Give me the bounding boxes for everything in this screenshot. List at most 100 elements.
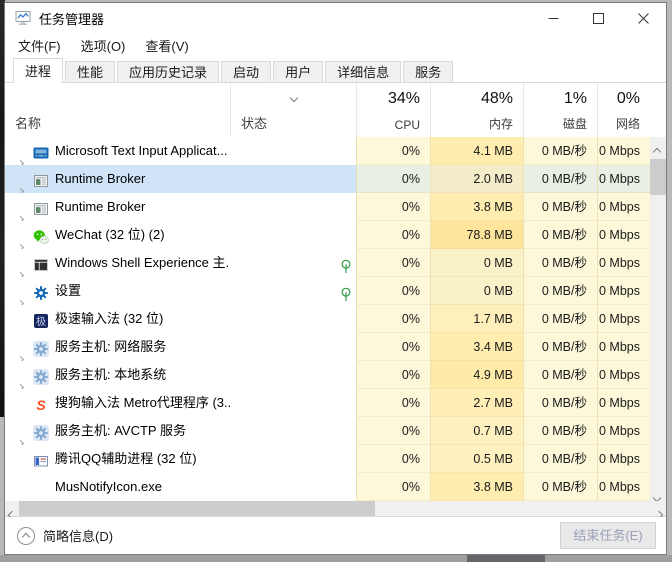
- process-status-cell: [230, 305, 356, 333]
- memory-value-cell: 0.5 MB: [430, 445, 523, 473]
- process-row[interactable]: 服务主机: AVCTP 服务 0% 0.7 MB 0 MB/秒 0 Mbps: [5, 417, 650, 445]
- process-status-cell: [230, 389, 356, 417]
- process-status-cell: [230, 165, 356, 193]
- service-host-icon: [33, 423, 49, 441]
- process-name-cell[interactable]: S 搜狗输入法 Metro代理程序 (3...: [5, 389, 230, 417]
- tab-details[interactable]: 详细信息: [325, 61, 402, 82]
- process-name-cell[interactable]: Windows Shell Experience 主...: [5, 249, 230, 277]
- process-name-cell[interactable]: Runtime Broker: [5, 193, 230, 221]
- end-task-button[interactable]: 结束任务(E): [560, 522, 656, 549]
- process-row[interactable]: WeChat (32 位) (2) 0% 78.8 MB 0 MB/秒 0 Mbps: [5, 221, 650, 249]
- process-status-cell: [230, 277, 356, 305]
- process-name: 腾讯QQ辅助进程 (32 位): [55, 451, 197, 466]
- process-status-cell: [230, 361, 356, 389]
- process-row[interactable]: 服务主机: 本地系统 0% 4.9 MB 0 MB/秒 0 Mbps: [5, 361, 650, 389]
- process-row[interactable]: 腾讯QQ辅助进程 (32 位) 0% 0.5 MB 0 MB/秒 0 Mbps: [5, 445, 650, 473]
- expand-chevron-icon[interactable]: [16, 288, 25, 305]
- disk-value-cell: 0 MB/秒: [523, 249, 597, 277]
- process-row[interactable]: Runtime Broker 0% 3.8 MB 0 MB/秒 0 Mbps: [5, 193, 650, 221]
- runtime-broker-icon: [33, 199, 49, 215]
- scroll-up-icon[interactable]: [652, 142, 662, 157]
- disk-value-cell: 0 MB/秒: [523, 473, 597, 501]
- expand-chevron-icon[interactable]: [16, 260, 25, 277]
- task-manager-app-icon: [15, 11, 31, 25]
- tab-services[interactable]: 服务: [403, 61, 454, 82]
- close-button[interactable]: [621, 3, 666, 33]
- tab-startup[interactable]: 启动: [221, 61, 272, 82]
- process-name-cell[interactable]: MusNotifyIcon.exe: [5, 473, 230, 501]
- process-row[interactable]: MusNotifyIcon.exe 0% 3.8 MB 0 MB/秒 0 Mbps: [5, 473, 650, 501]
- column-header-network[interactable]: 0% 网络: [597, 83, 650, 137]
- expand-chevron-icon[interactable]: [16, 232, 25, 249]
- chevron-up-circle-icon: [17, 526, 35, 545]
- tab-processes[interactable]: 进程: [13, 58, 64, 83]
- disk-value-cell: 0 MB/秒: [523, 165, 597, 193]
- horizontal-scrollbar-thumb[interactable]: [19, 501, 375, 516]
- process-status-cell: [230, 249, 356, 277]
- expand-chevron-icon[interactable]: [16, 204, 25, 221]
- shell-experience-icon: [33, 255, 49, 271]
- tab-app-history[interactable]: 应用历史记录: [117, 61, 220, 82]
- vertical-scrollbar-thumb[interactable]: [650, 159, 666, 195]
- tab-users[interactable]: 用户: [273, 61, 324, 82]
- cpu-value-cell: 0%: [356, 389, 430, 417]
- scroll-down-icon[interactable]: [652, 488, 662, 503]
- column-header-cpu[interactable]: 34% CPU: [356, 83, 430, 137]
- cpu-value-cell: 0%: [356, 137, 430, 165]
- process-row[interactable]: 设置 0% 0 MB 0 MB/秒 0 Mbps: [5, 277, 650, 305]
- vertical-scrollbar[interactable]: [650, 137, 666, 503]
- expand-chevron-icon[interactable]: [16, 148, 25, 165]
- fewer-details-toggle[interactable]: 简略信息(D): [17, 526, 113, 545]
- process-name-cell[interactable]: 极极速输入法 (32 位): [5, 305, 230, 333]
- process-name: 服务主机: 网络服务: [55, 339, 167, 354]
- memory-value-cell: 78.8 MB: [430, 221, 523, 249]
- memory-value-cell: 3.8 MB: [430, 193, 523, 221]
- process-name: Microsoft Text Input Applicat...: [55, 143, 228, 158]
- cpu-value-cell: 0%: [356, 249, 430, 277]
- window-title: 任务管理器: [39, 11, 105, 27]
- memory-value-cell: 3.4 MB: [430, 333, 523, 361]
- menu-options[interactable]: 选项(O): [80, 39, 126, 54]
- expand-chevron-icon[interactable]: [16, 176, 25, 193]
- process-name-cell[interactable]: 服务主机: 本地系统: [5, 361, 230, 389]
- horizontal-scrollbar[interactable]: [5, 501, 666, 520]
- process-row[interactable]: Microsoft Text Input Applicat... 0% 4.1 MB…: [5, 137, 650, 165]
- expand-chevron-icon[interactable]: [16, 372, 25, 389]
- network-value-cell: 0 Mbps: [597, 165, 650, 193]
- process-status-cell: [230, 417, 356, 445]
- expand-chevron-icon[interactable]: [16, 428, 25, 445]
- suspended-leaf-icon: [340, 256, 352, 284]
- process-name-cell[interactable]: Runtime Broker: [5, 165, 230, 193]
- tab-performance[interactable]: 性能: [65, 61, 116, 82]
- title-bar: 任务管理器: [5, 3, 666, 33]
- tab-bar: 进程 性能 应用历史记录 启动 用户 详细信息 服务: [5, 58, 666, 83]
- process-row[interactable]: 极极速输入法 (32 位) 0% 1.7 MB 0 MB/秒 0 Mbps: [5, 305, 650, 333]
- process-row[interactable]: 服务主机: 网络服务 0% 3.4 MB 0 MB/秒 0 Mbps: [5, 333, 650, 361]
- suspended-leaf-icon: [340, 284, 352, 312]
- disk-value-cell: 0 MB/秒: [523, 221, 597, 249]
- process-row[interactable]: Runtime Broker 0% 2.0 MB 0 MB/秒 0 Mbps: [5, 165, 650, 193]
- memory-value-cell: 0.7 MB: [430, 417, 523, 445]
- expand-chevron-icon[interactable]: [16, 344, 25, 361]
- column-header-name[interactable]: 名称: [15, 116, 42, 131]
- process-row[interactable]: S 搜狗输入法 Metro代理程序 (3... 0% 2.7 MB 0 MB/秒 0 Mb…: [5, 389, 650, 417]
- column-header-status[interactable]: 状态: [230, 83, 356, 137]
- process-name-cell[interactable]: 服务主机: 网络服务: [5, 333, 230, 361]
- process-row[interactable]: Windows Shell Experience 主... 0% 0 MB 0 MB/…: [5, 249, 650, 277]
- network-value-cell: 0 Mbps: [597, 417, 650, 445]
- menu-view[interactable]: 查看(V): [145, 39, 189, 54]
- memory-value-cell: 2.7 MB: [430, 389, 523, 417]
- cpu-value-cell: 0%: [356, 305, 430, 333]
- process-name-cell[interactable]: 腾讯QQ辅助进程 (32 位): [5, 445, 230, 473]
- memory-value-cell: 0 MB: [430, 277, 523, 305]
- process-name-cell[interactable]: WeChat (32 位) (2): [5, 221, 230, 249]
- process-name-cell[interactable]: 服务主机: AVCTP 服务: [5, 417, 230, 445]
- menu-file[interactable]: 文件(F): [18, 39, 61, 54]
- process-name-cell[interactable]: 设置: [5, 277, 230, 305]
- process-name-cell[interactable]: Microsoft Text Input Applicat...: [5, 137, 230, 165]
- column-header-memory[interactable]: 48% 内存: [430, 83, 523, 137]
- taskbar-segment: [467, 555, 545, 562]
- maximize-button[interactable]: [576, 3, 621, 33]
- minimize-button[interactable]: [531, 3, 576, 33]
- column-header-disk[interactable]: 1% 磁盘: [523, 83, 597, 137]
